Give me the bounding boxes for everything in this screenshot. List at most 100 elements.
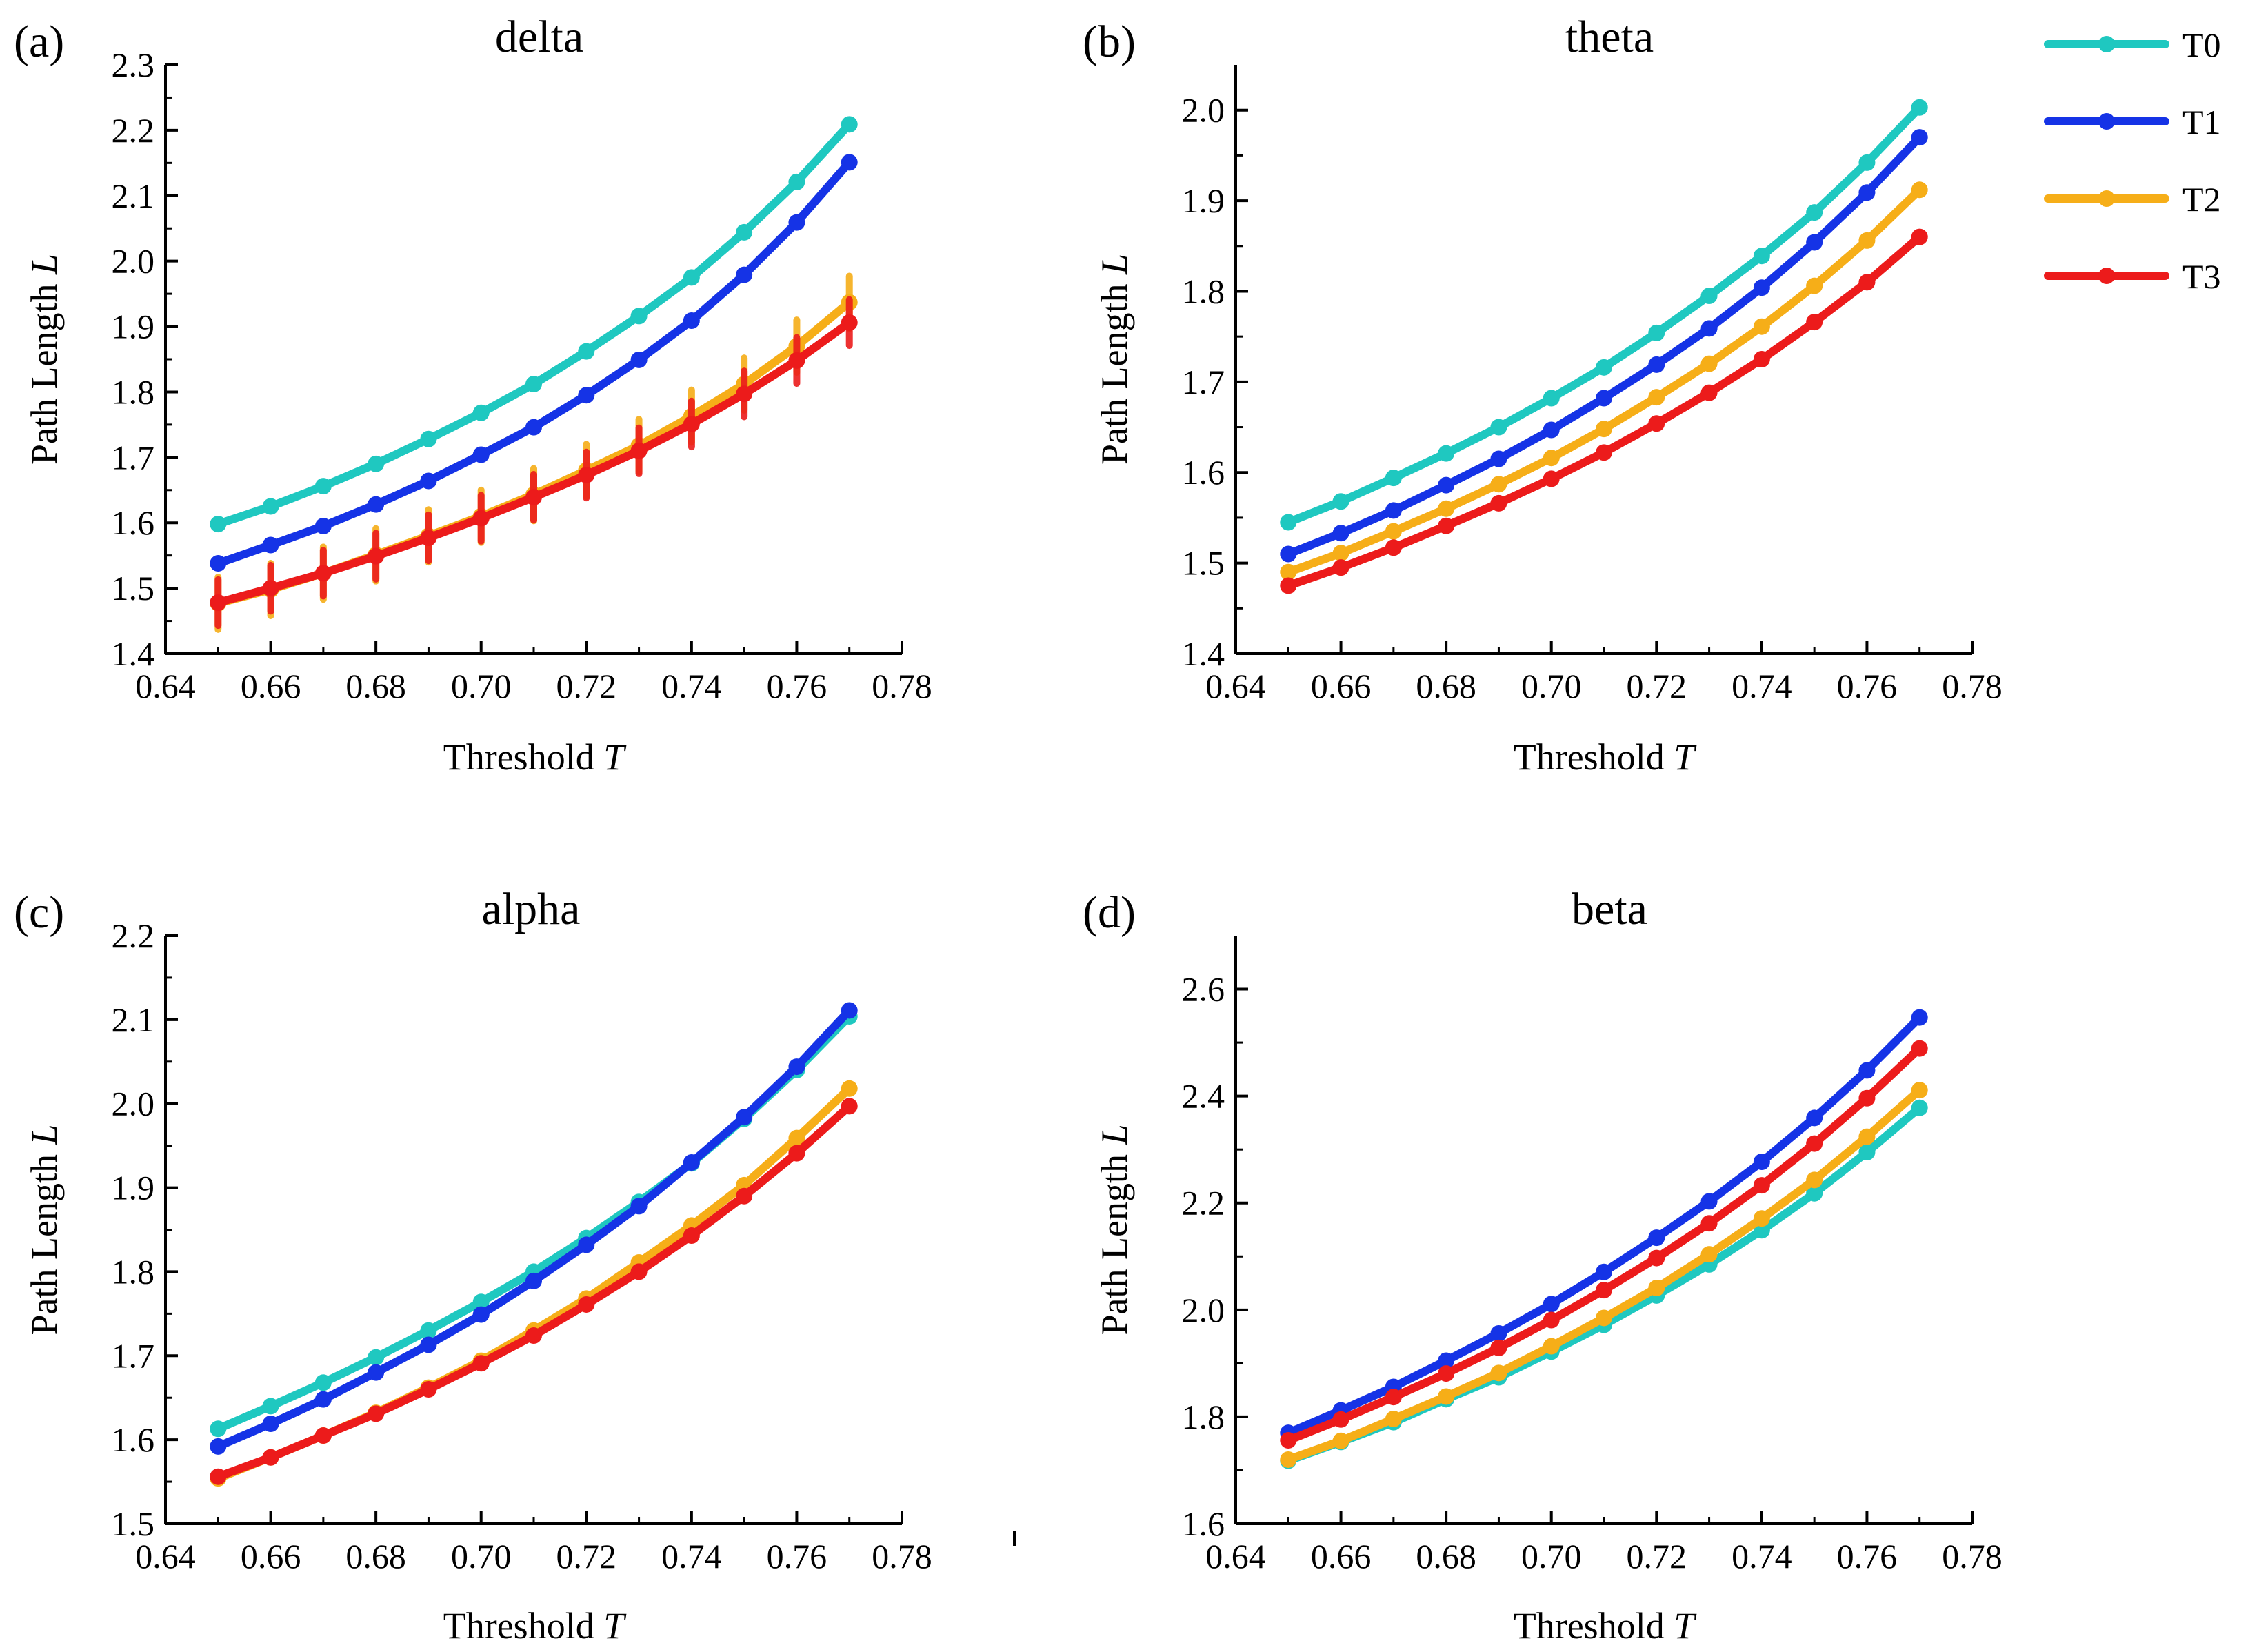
x-axis-title: Threshold T [1514, 736, 1697, 778]
data-point [210, 516, 227, 533]
data-point [1858, 274, 1876, 291]
data-point [472, 1306, 490, 1323]
y-tick-label: 1.9 [112, 1169, 155, 1207]
panel-title: theta [1565, 12, 1654, 62]
data-point [1858, 1144, 1876, 1161]
data-point [578, 466, 595, 483]
series-T3 [1280, 1040, 1928, 1449]
y-axis-title: Path Length L [1094, 1124, 1135, 1335]
data-point [1280, 1451, 1297, 1468]
data-point [314, 565, 332, 582]
data-point [1490, 450, 1507, 467]
data-point [788, 352, 805, 369]
y-tick-label: 1.6 [1182, 1504, 1225, 1543]
x-tick-label: 0.64 [1205, 667, 1266, 705]
series-T0 [1280, 99, 1928, 531]
data-point [1543, 390, 1560, 407]
data-point [1385, 539, 1402, 556]
data-point [1911, 1082, 1928, 1099]
data-point [1858, 1089, 1876, 1107]
series-T1 [1280, 129, 1928, 563]
y-tick-label: 1.6 [112, 503, 155, 542]
data-point [1753, 1210, 1770, 1227]
legend-swatch-marker [2098, 113, 2115, 130]
y-tick-label: 2.4 [1182, 1077, 1225, 1116]
x-tick-label: 0.66 [1311, 667, 1372, 705]
data-point [1596, 444, 1612, 461]
panel-theta: 0.64 0.66 0.68 0.70 0.72 0.74 0.76 0.78 1.4 1.5 1.… [1083, 12, 2003, 778]
y-tick-label: 2.0 [1182, 1291, 1225, 1329]
y-tick-label: 1.8 [112, 372, 155, 411]
data-point [630, 1263, 648, 1280]
data-point [1385, 502, 1402, 519]
data-point [1648, 1249, 1665, 1267]
x-axis-title: Threshold T [443, 1605, 627, 1646]
data-point [578, 1236, 595, 1253]
data-point [472, 510, 490, 527]
x-tick-label: 0.78 [872, 667, 932, 705]
data-point [210, 555, 227, 572]
data-point [210, 594, 227, 611]
panel-label: (b) [1083, 17, 1136, 67]
x-tick-label: 0.64 [135, 1537, 196, 1575]
y-tick-label: 1.8 [1182, 272, 1225, 310]
data-point [368, 496, 385, 513]
data-point [1911, 1040, 1928, 1057]
x-tick-label: 0.76 [1837, 667, 1898, 705]
data-point [788, 173, 805, 190]
data-point [1438, 445, 1455, 462]
x-tick-label: 0.78 [1942, 667, 2003, 705]
y-tick-label: 2.2 [1182, 1184, 1225, 1222]
data-point [1806, 204, 1823, 221]
x-tick-label: 0.72 [556, 667, 617, 705]
data-point [841, 154, 858, 171]
data-point [1911, 181, 1928, 199]
data-point [1332, 545, 1349, 562]
data-point [368, 455, 385, 472]
data-point [1490, 1364, 1507, 1382]
data-point [1806, 277, 1823, 294]
data-point [314, 1391, 332, 1408]
data-point [1596, 1282, 1612, 1299]
x-tick-label: 0.66 [241, 1537, 301, 1575]
data-point [683, 415, 700, 432]
series-T3 [210, 1098, 858, 1485]
x-tick-label: 0.70 [451, 1537, 512, 1575]
data-point [1911, 228, 1928, 245]
legend-label: T3 [2182, 257, 2221, 296]
x-tick-label: 0.64 [1205, 1537, 1266, 1575]
data-point [1648, 356, 1665, 373]
legend-label: T2 [2182, 180, 2221, 219]
y-tick-label: 1.4 [112, 634, 155, 673]
series-line [214, 1102, 854, 1481]
data-point [314, 1374, 332, 1391]
x-tick-label: 0.78 [1942, 1537, 2003, 1575]
data-point [578, 343, 595, 360]
data-point [420, 530, 437, 547]
y-tick-label: 1.5 [112, 1504, 155, 1543]
x-tick-label: 0.78 [872, 1537, 932, 1575]
data-point [683, 1154, 700, 1171]
data-point [1700, 320, 1718, 337]
data-point [630, 351, 648, 368]
data-point [1858, 232, 1876, 249]
data-point [314, 1427, 332, 1444]
data-point [472, 446, 490, 463]
y-tick-label: 1.7 [112, 438, 155, 476]
data-point [1438, 500, 1455, 517]
data-point [630, 442, 648, 459]
data-point [1280, 514, 1297, 531]
data-point [1543, 450, 1560, 467]
data-point [1438, 1352, 1455, 1369]
data-point [1543, 470, 1560, 487]
data-point [368, 1405, 385, 1422]
y-tick-label: 1.9 [1182, 181, 1225, 220]
x-tick-label: 0.74 [661, 667, 722, 705]
data-point [1596, 390, 1612, 407]
y-tick-label: 1.4 [1182, 634, 1225, 673]
panel-title: beta [1572, 884, 1647, 934]
data-point [262, 580, 279, 597]
data-point [736, 1109, 753, 1126]
data-point [1490, 1324, 1507, 1342]
panel-alpha: 0.64 0.66 0.68 0.70 0.72 0.74 0.76 0.78 1.5 1.6 1.… [14, 884, 932, 1646]
